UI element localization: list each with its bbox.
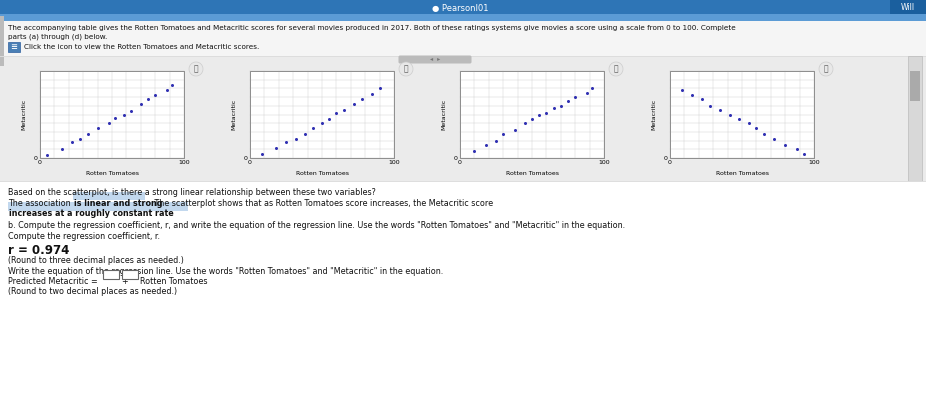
Bar (460, 71, 604, 158)
Bar (0, 21, 926, 56)
Text: ⤢: ⤢ (404, 65, 408, 74)
Text: Based on the scatterplot, is there a strong linear relationship between these tw: Based on the scatterplot, is there a str… (8, 188, 376, 197)
Text: ⤢: ⤢ (824, 65, 829, 74)
Bar (250, 71, 394, 158)
Text: 0: 0 (454, 156, 458, 160)
Text: Metacritic: Metacritic (232, 99, 236, 130)
Bar (0, 0, 926, 14)
Bar (0, 14, 926, 21)
Text: Metacritic: Metacritic (652, 99, 657, 130)
Bar (890, 0, 926, 14)
Text: Rotten Tomatoes: Rotten Tomatoes (85, 171, 139, 176)
Text: b. Compute the regression coefficient, r, and write the equation of the regressi: b. Compute the regression coefficient, r… (8, 221, 625, 230)
Text: Compute the regression coefficient, r.: Compute the regression coefficient, r. (8, 232, 160, 241)
Bar (250, 71, 394, 158)
Text: The association: The association (8, 198, 70, 208)
Text: (Round to three decimal places as needed.): (Round to three decimal places as needed… (8, 256, 184, 265)
Bar (670, 71, 814, 158)
Text: parts (a) through (d) below.: parts (a) through (d) below. (8, 34, 107, 40)
Text: 100: 100 (388, 160, 400, 165)
Text: Rotten Tomatoes: Rotten Tomatoes (295, 171, 348, 176)
Bar (103, 270, 119, 278)
Text: Metacritic: Metacritic (442, 99, 446, 130)
Bar (908, 56, 922, 181)
Text: Will: Will (901, 2, 915, 11)
Circle shape (189, 62, 203, 76)
FancyBboxPatch shape (398, 55, 471, 63)
Text: is linear and strong: is linear and strong (74, 198, 162, 208)
Bar (0, 16, 4, 66)
Circle shape (609, 62, 623, 76)
Text: Metacritic: Metacritic (21, 99, 27, 130)
Bar (122, 270, 138, 278)
Text: 0: 0 (38, 160, 42, 165)
Text: 0: 0 (668, 160, 672, 165)
Text: +: + (121, 277, 128, 286)
Text: 100: 100 (598, 160, 610, 165)
Text: Click the icon to view the Rotten Tomatoes and Metacritic scores.: Click the icon to view the Rotten Tomato… (24, 44, 259, 50)
Bar (0, 56, 926, 181)
Text: ● PearsonI01: ● PearsonI01 (432, 4, 488, 13)
Bar (460, 71, 604, 158)
Bar (0, 181, 926, 396)
Bar (670, 71, 814, 158)
Text: Rotten Tomatoes: Rotten Tomatoes (506, 171, 558, 176)
Text: ⤢: ⤢ (194, 65, 198, 74)
Text: Write the equation of the regression line. Use the words "Rotten Tomatoes" and ": Write the equation of the regression lin… (8, 267, 444, 276)
Text: 0: 0 (664, 156, 668, 160)
Text: 0: 0 (244, 156, 248, 160)
Bar (40, 71, 184, 158)
Text: increases at a roughly constant rate: increases at a roughly constant rate (9, 209, 174, 218)
Bar (8, 202, 188, 211)
Text: Rotten Tomatoes: Rotten Tomatoes (140, 277, 207, 286)
Text: ◂  ▸: ◂ ▸ (430, 57, 440, 62)
Bar (73, 192, 145, 200)
Text: Predicted Metacritic =: Predicted Metacritic = (8, 277, 98, 286)
Text: 0: 0 (458, 160, 462, 165)
Text: ⤢: ⤢ (614, 65, 619, 74)
Text: r = 0.974: r = 0.974 (8, 244, 69, 257)
Bar (40, 71, 184, 158)
Text: (Round to two decimal places as needed.): (Round to two decimal places as needed.) (8, 287, 177, 297)
Text: 0: 0 (34, 156, 38, 160)
Text: 0: 0 (248, 160, 252, 165)
Bar (910, 71, 920, 101)
Circle shape (399, 62, 413, 76)
Text: The accompanying table gives the Rotten Tomatoes and Metacritic scores for sever: The accompanying table gives the Rotten … (8, 25, 736, 31)
Text: ≡: ≡ (10, 42, 18, 51)
Circle shape (819, 62, 833, 76)
Text: 100: 100 (178, 160, 190, 165)
Text: Rotten Tomatoes: Rotten Tomatoes (716, 171, 769, 176)
Bar (8, 42, 20, 52)
Text: 100: 100 (808, 160, 820, 165)
Text: The scatterplot shows that as Rotten Tomatoes score increases, the Metacritic sc: The scatterplot shows that as Rotten Tom… (147, 198, 494, 208)
